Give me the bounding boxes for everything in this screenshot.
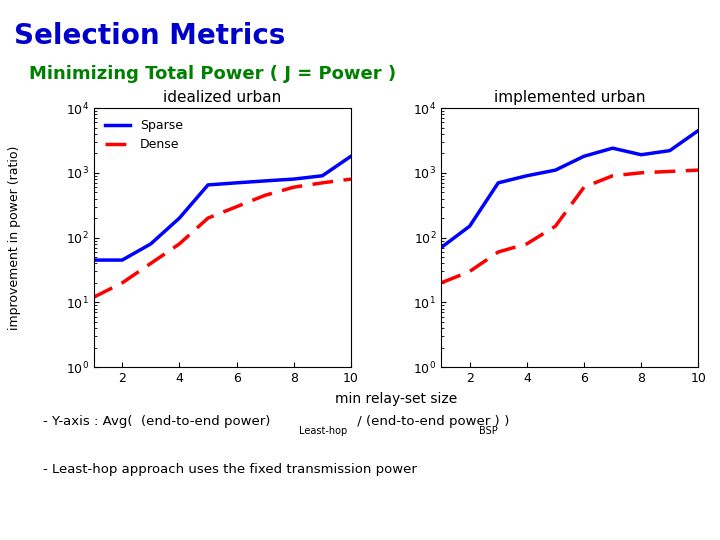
Legend: Sparse, Dense: Sparse, Dense — [100, 114, 188, 157]
Text: Selection Metrics: Selection Metrics — [14, 22, 286, 50]
Title: implemented urban: implemented urban — [494, 90, 645, 105]
Text: BSP: BSP — [479, 426, 498, 436]
Text: Minimizing Total Power ( J = Power ): Minimizing Total Power ( J = Power ) — [29, 65, 396, 83]
Text: improvement in power (ratio): improvement in power (ratio) — [8, 145, 21, 330]
Text: ): ) — [500, 415, 510, 428]
Text: - Least-hop approach uses the fixed transmission power: - Least-hop approach uses the fixed tran… — [43, 463, 417, 476]
Title: idealized urban: idealized urban — [163, 90, 282, 105]
Text: - Y-axis : Avg(  (end-to-end power): - Y-axis : Avg( (end-to-end power) — [43, 415, 271, 428]
Text: / (end-to-end power ): / (end-to-end power ) — [353, 415, 500, 428]
Text: min relay-set size: min relay-set size — [335, 392, 457, 406]
Text: Least-hop: Least-hop — [299, 426, 347, 436]
